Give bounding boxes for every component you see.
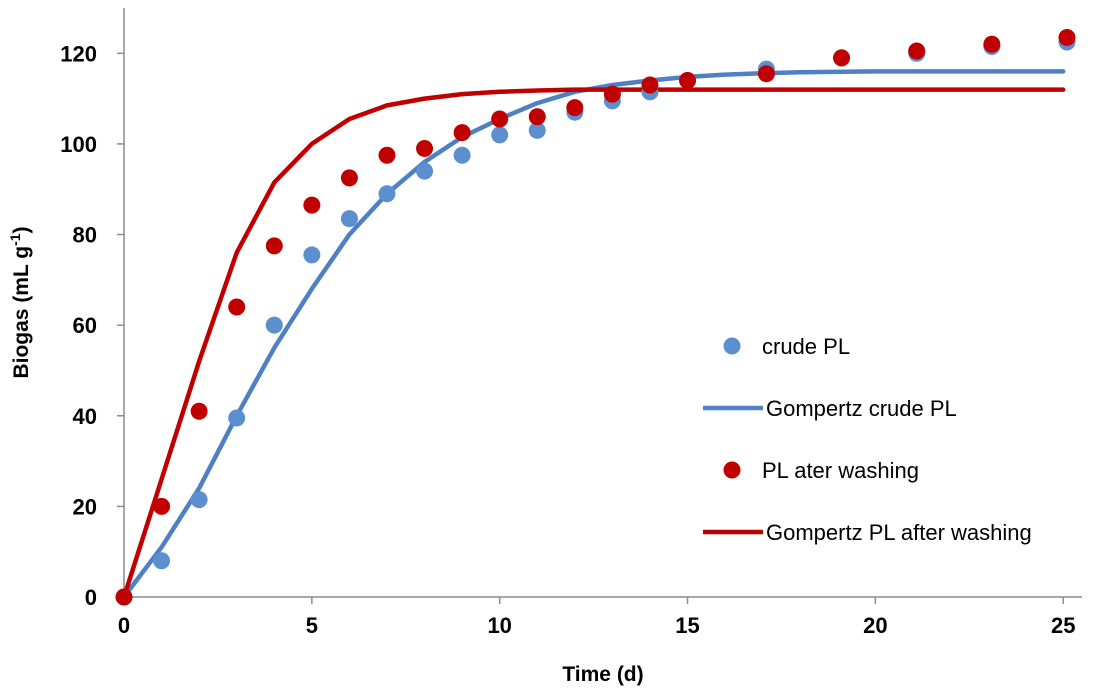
y-axis-title-sup: -1 xyxy=(7,233,23,246)
x-axis-title: Time (d) xyxy=(562,663,643,686)
data-point xyxy=(340,169,358,187)
series-line-gompertz-crude-pl xyxy=(121,69,1066,600)
legend-label: Gompertz PL after washing xyxy=(766,520,1032,545)
axes: 0 5 10 15 20 25 0 20 40 60 80 100 120 xyxy=(60,8,1082,638)
y-tick-label: 60 xyxy=(73,313,97,338)
y-axis-title: Biogas (mL g-1) xyxy=(7,226,33,378)
data-point xyxy=(528,108,546,126)
data-point xyxy=(679,71,697,89)
legend-label: crude PL xyxy=(762,334,850,359)
legend-marker xyxy=(723,337,741,355)
y-axis-title-base: Biogas (mL g xyxy=(10,246,33,379)
data-point xyxy=(757,65,775,83)
data-point xyxy=(641,76,659,94)
data-point xyxy=(340,210,358,228)
legend-marker xyxy=(723,461,741,479)
y-tick-label: 100 xyxy=(60,132,97,157)
x-tick-label: 0 xyxy=(118,613,130,638)
data-point xyxy=(378,185,396,203)
x-tick-label: 10 xyxy=(487,613,511,638)
data-point xyxy=(416,162,434,180)
data-point xyxy=(453,124,471,142)
data-point xyxy=(416,139,434,157)
x-tick-label: 25 xyxy=(1051,613,1075,638)
series-points-pl-ater-washing xyxy=(115,28,1076,606)
data-point xyxy=(265,316,283,334)
data-point xyxy=(983,35,1001,53)
legend: crude PL Gompertz crude PL PL ater washing… xyxy=(703,334,1032,545)
x-tick-label: 20 xyxy=(863,613,887,638)
data-point xyxy=(303,196,321,214)
legend-label: Gompertz crude PL xyxy=(766,396,957,421)
y-ticks: 0 20 40 60 80 100 120 xyxy=(60,41,124,610)
data-point xyxy=(190,491,208,509)
data-point xyxy=(265,237,283,255)
data-point xyxy=(566,99,584,117)
data-point xyxy=(228,409,246,427)
legend-item: crude PL xyxy=(723,334,850,359)
x-ticks: 0 5 10 15 20 25 xyxy=(118,597,1075,638)
data-point xyxy=(115,588,133,606)
data-point xyxy=(303,246,321,264)
legend-item: PL ater washing xyxy=(723,458,919,483)
y-tick-label: 40 xyxy=(73,404,97,429)
data-point xyxy=(378,146,396,164)
legend-item: Gompertz crude PL xyxy=(703,396,957,421)
data-point xyxy=(228,298,246,316)
data-point xyxy=(190,402,208,420)
x-tick-label: 15 xyxy=(675,613,699,638)
data-point xyxy=(603,85,621,103)
data-point xyxy=(153,497,171,515)
data-point xyxy=(908,42,926,60)
y-tick-label: 20 xyxy=(73,494,97,519)
plot-series xyxy=(115,28,1076,606)
data-point xyxy=(833,49,851,67)
data-point xyxy=(1058,28,1076,46)
data-point xyxy=(491,110,509,128)
y-axis-title-close: ) xyxy=(10,226,33,233)
y-tick-label: 120 xyxy=(60,41,97,66)
legend-label: PL ater washing xyxy=(762,458,919,483)
y-tick-label: 0 xyxy=(85,585,97,610)
legend-item: Gompertz PL after washing xyxy=(703,520,1032,545)
y-tick-label: 80 xyxy=(73,223,97,248)
x-tick-label: 5 xyxy=(306,613,318,638)
data-point xyxy=(528,121,546,139)
data-point xyxy=(453,146,471,164)
data-point xyxy=(491,126,509,144)
data-point xyxy=(153,552,171,570)
